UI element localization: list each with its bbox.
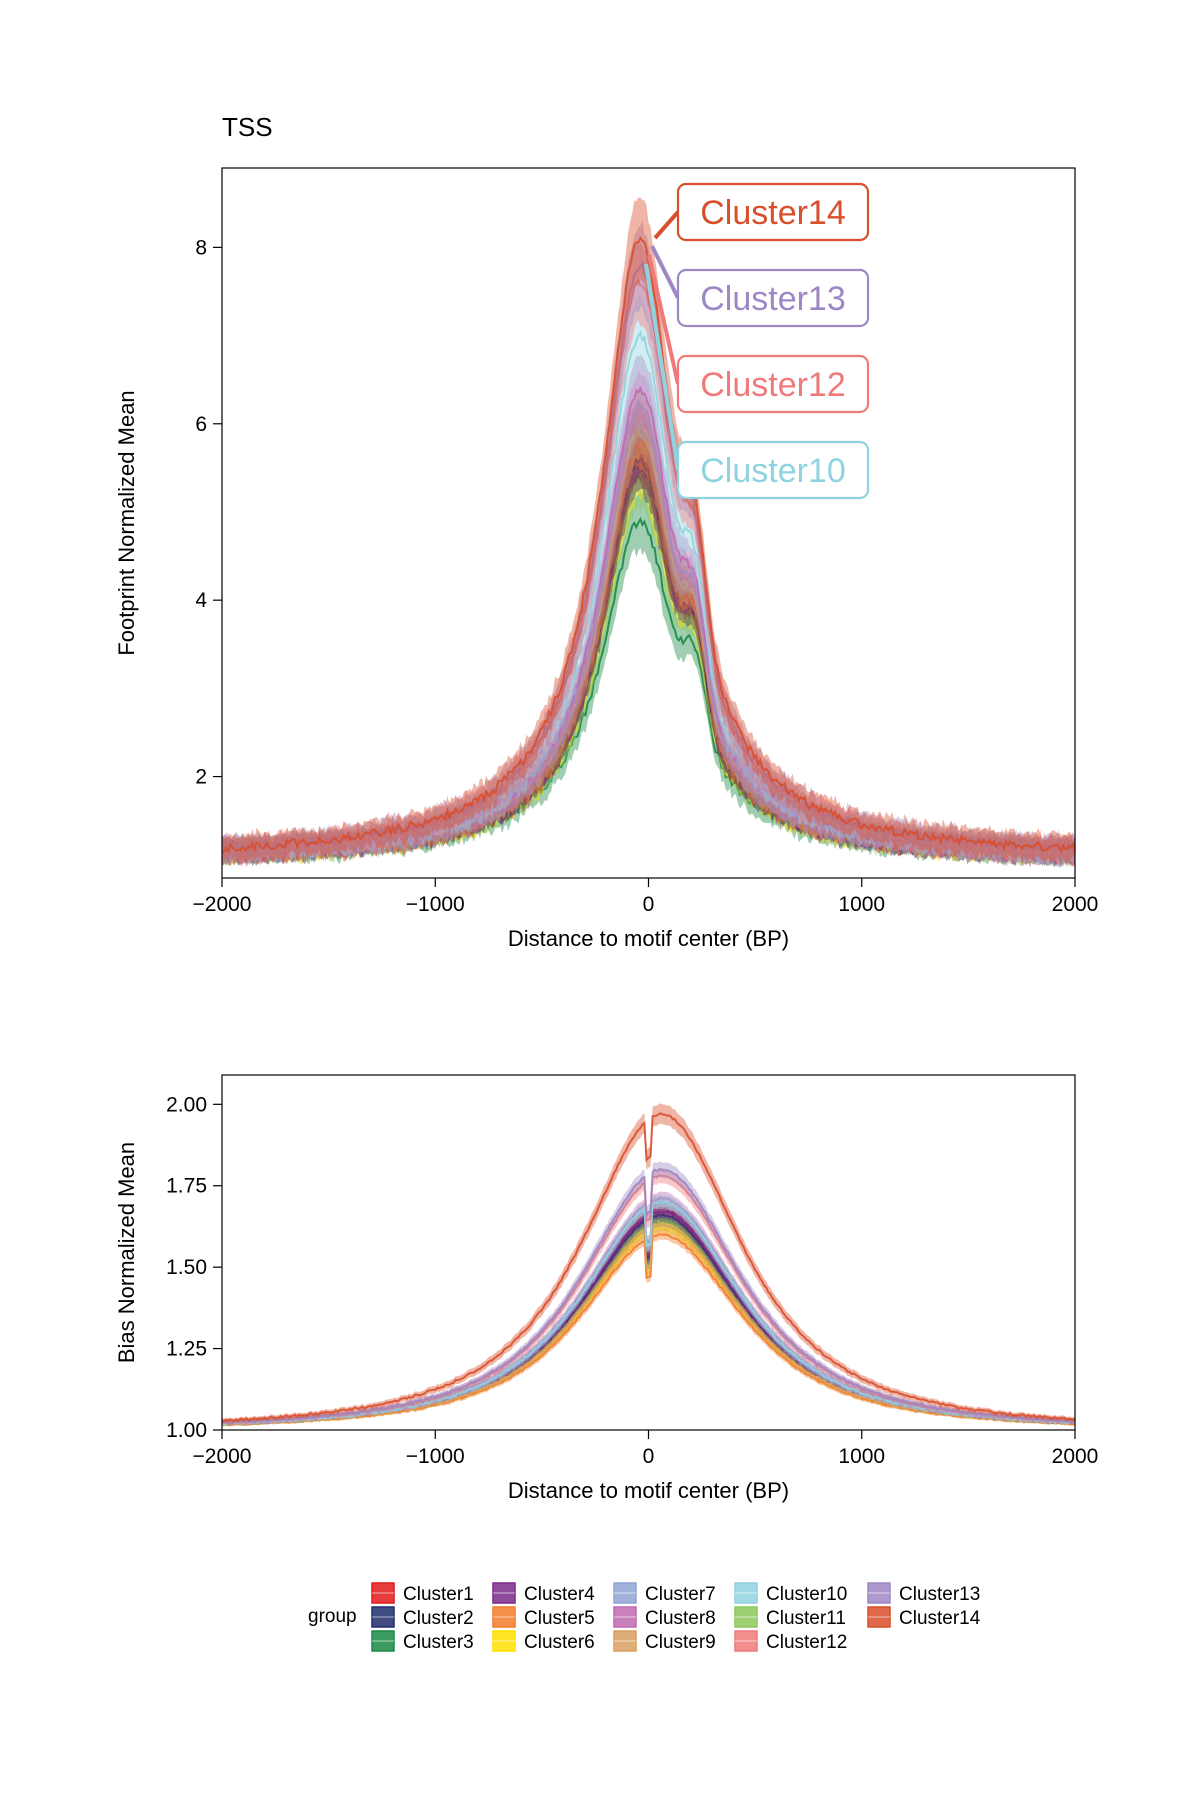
- cluster14-line: [222, 236, 1075, 854]
- legend-item-cluster2: Cluster2: [371, 1606, 474, 1629]
- callout-leader: [644, 263, 680, 471]
- callout-label-cluster14: Cluster14: [700, 194, 846, 232]
- footprint-panel: −2000 −1000 0 1000 2000 2 4 6 8 Distance to motif…: [114, 167, 1099, 951]
- plot-title: TSS: [222, 112, 273, 142]
- y-axis-title: Footprint Normalized Mean: [114, 390, 139, 655]
- cluster2-band: [222, 427, 1075, 868]
- y-tick-label: 1.75: [166, 1175, 207, 1198]
- callout-leader: [647, 254, 680, 385]
- legend-label: Cluster14: [899, 1608, 981, 1629]
- cluster7-band: [222, 1195, 1075, 1426]
- x-tick-label: −1000: [406, 1445, 465, 1468]
- x-tick-label: −2000: [193, 1445, 252, 1468]
- cluster8-band: [222, 355, 1075, 868]
- cluster13-band: [222, 1161, 1075, 1425]
- legend-item-cluster6: Cluster6: [492, 1630, 595, 1653]
- x-axis-title: Distance to motif center (BP): [508, 1478, 789, 1503]
- x-tick-label: 0: [643, 893, 655, 916]
- legend-label: Cluster12: [766, 1632, 847, 1653]
- legend-item-cluster13: Cluster13: [867, 1582, 980, 1605]
- series-group: [222, 197, 1075, 868]
- cluster3-line: [222, 516, 1075, 860]
- cluster2-band: [222, 1208, 1075, 1426]
- legend-item-cluster7: Cluster7: [613, 1582, 716, 1605]
- cluster14-band: [222, 1103, 1075, 1424]
- x-tick-label: −1000: [406, 893, 465, 916]
- callout-leader: [650, 245, 680, 299]
- cluster8-line: [222, 1196, 1075, 1425]
- legend-label: Cluster6: [524, 1632, 595, 1653]
- x-axis-title: Distance to motif center (BP): [508, 926, 789, 951]
- legend-label: Cluster3: [403, 1632, 474, 1653]
- cluster8-band: [222, 1191, 1075, 1426]
- x-tick-label: 1000: [838, 893, 885, 916]
- y-tick-label: 1.50: [166, 1256, 207, 1279]
- callout-leader: [653, 210, 680, 240]
- legend-item-cluster9: Cluster9: [613, 1630, 716, 1653]
- callout-label-cluster12: Cluster12: [700, 366, 846, 404]
- x-tick-label: 1000: [838, 1445, 885, 1468]
- legend-item-cluster8: Cluster8: [613, 1606, 716, 1629]
- legend-item-cluster10: Cluster10: [734, 1582, 847, 1605]
- cluster7-line: [222, 1200, 1075, 1425]
- legend-item-cluster11: Cluster11: [734, 1606, 846, 1629]
- series-group: [222, 1103, 1075, 1427]
- cluster7-band: [222, 369, 1075, 868]
- cluster10-band: [222, 1195, 1075, 1426]
- y-axis-title: Bias Normalized Mean: [114, 1142, 139, 1363]
- y-tick-label: 2: [195, 766, 207, 789]
- cluster14-line: [222, 1112, 1075, 1423]
- legend-label: Cluster2: [403, 1608, 474, 1629]
- legend-item-cluster3: Cluster3: [371, 1630, 474, 1653]
- callout-label-cluster10: Cluster10: [700, 452, 846, 490]
- legend-label: Cluster1: [403, 1584, 474, 1605]
- bias-panel: −2000 −1000 0 1000 2000 1.00 1.25 1.50 1.75 2.00 D…: [114, 1074, 1099, 1503]
- legend-label: Cluster9: [645, 1632, 716, 1653]
- x-tick-label: −2000: [193, 893, 252, 916]
- legend-label: Cluster13: [899, 1584, 980, 1605]
- legend-label: Cluster8: [645, 1608, 716, 1629]
- callout-box: [676, 354, 870, 414]
- callout-label-cluster13: Cluster13: [700, 280, 846, 318]
- legend-item-cluster12: Cluster12: [734, 1630, 847, 1653]
- legend-title: group: [308, 1606, 357, 1627]
- y-tick-label: 4: [195, 589, 207, 612]
- cluster9-band: [222, 388, 1075, 867]
- cluster1-band: [222, 1201, 1075, 1426]
- callout-box: [676, 268, 870, 328]
- cluster4-band: [222, 1205, 1075, 1427]
- y-tick-label: 1.00: [166, 1419, 207, 1442]
- y-tick-label: 6: [195, 413, 207, 436]
- cluster10-line: [222, 1200, 1075, 1426]
- y-tick-label: 1.25: [166, 1338, 207, 1361]
- legend-label: Cluster7: [645, 1584, 716, 1605]
- callout-box: [676, 440, 870, 500]
- legend-item-cluster14: Cluster14: [867, 1606, 981, 1629]
- legend-label: Cluster5: [524, 1608, 595, 1629]
- legend: group Cluster1 Cluster2 Cluster3 Cluster4 Clu…: [308, 1582, 981, 1653]
- x-tick-label: 0: [643, 1445, 655, 1468]
- cluster8-line: [222, 385, 1075, 858]
- cluster5-band: [222, 398, 1075, 867]
- cluster3-band: [222, 490, 1075, 868]
- legend-label: Cluster10: [766, 1584, 847, 1605]
- x-tick-label: 2000: [1052, 1445, 1099, 1468]
- cluster5-line: [222, 1233, 1075, 1426]
- cluster12-line: [222, 278, 1075, 856]
- legend-item-cluster5: Cluster5: [492, 1606, 595, 1629]
- legend-item-cluster4: Cluster4: [492, 1582, 595, 1605]
- legend-item-cluster1: Cluster1: [371, 1582, 474, 1605]
- callout-box: [676, 182, 870, 242]
- y-tick-label: 2.00: [166, 1093, 207, 1116]
- x-tick-label: 2000: [1052, 893, 1099, 916]
- legend-label: Cluster11: [766, 1608, 846, 1629]
- y-tick-label: 8: [195, 236, 207, 259]
- legend-label: Cluster4: [524, 1584, 595, 1605]
- cluster13-line: [222, 1167, 1075, 1424]
- cluster10-band: [222, 293, 1075, 866]
